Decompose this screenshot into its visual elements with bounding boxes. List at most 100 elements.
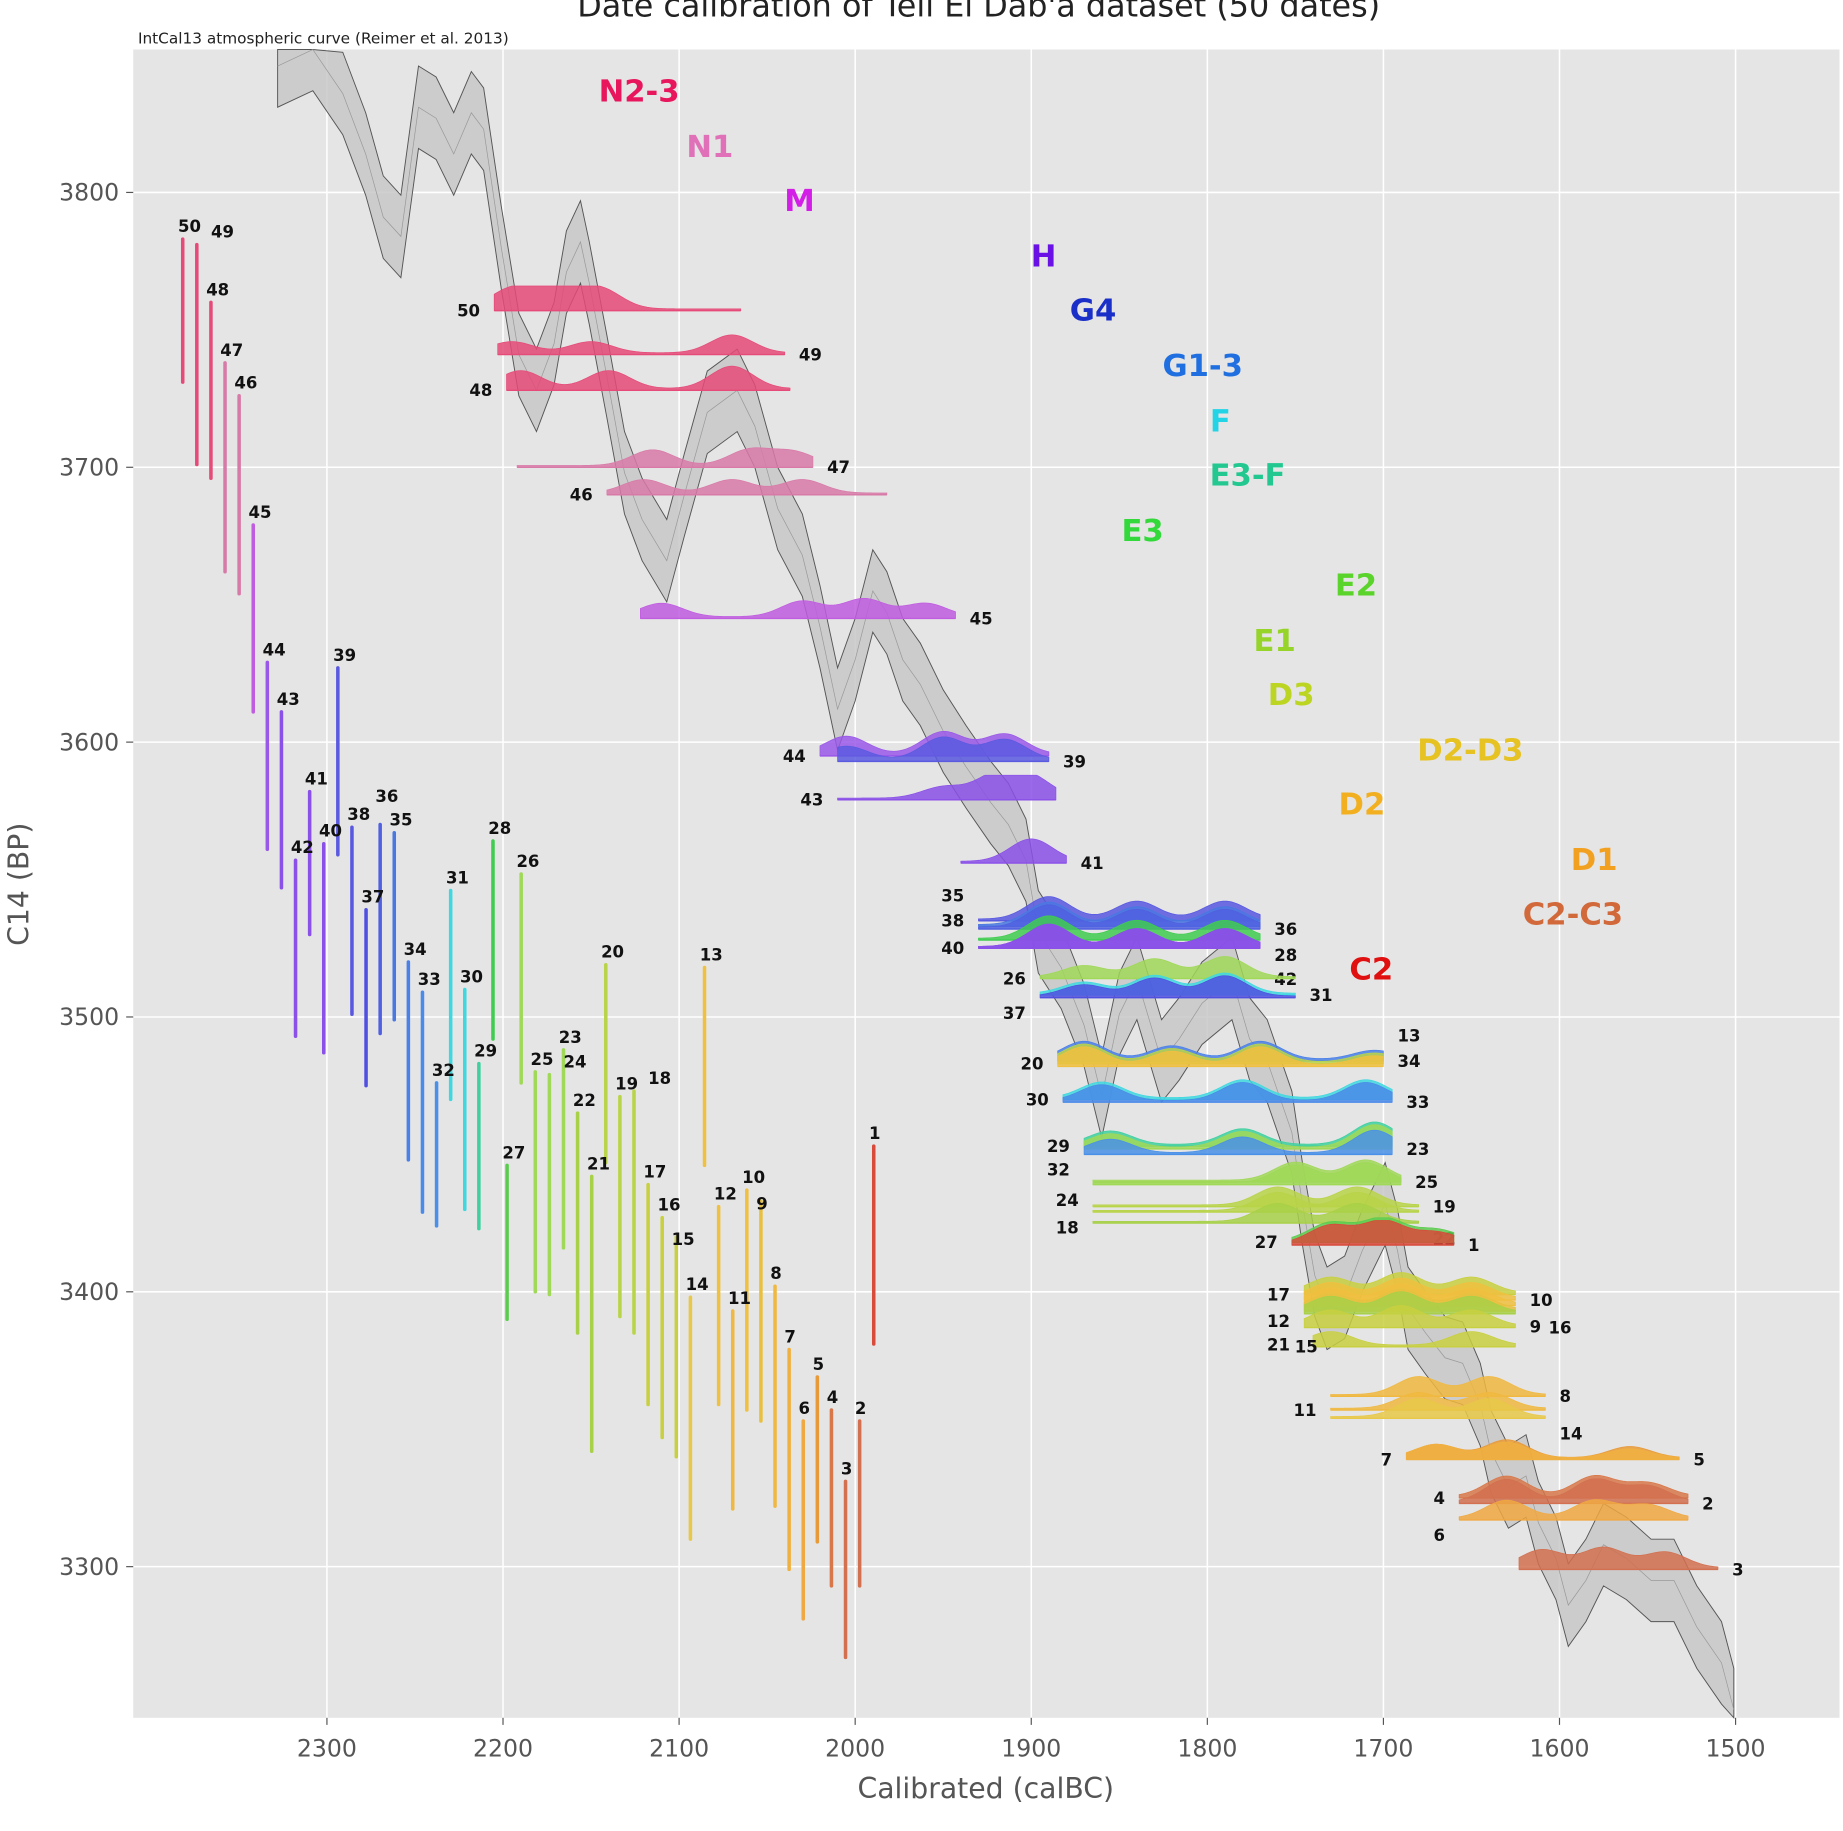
bp-bar-label-47: 47 <box>220 341 243 360</box>
ridge-1 <box>1291 1220 1455 1246</box>
ridge-label-5: 5 <box>1693 1450 1704 1469</box>
ridge-label-11: 11 <box>1293 1401 1316 1420</box>
bp-bar-label-30: 30 <box>460 967 483 986</box>
ridge-label-15: 15 <box>1295 1338 1318 1357</box>
ridge-label-31: 31 <box>1310 986 1333 1005</box>
ridge-label-4: 4 <box>1433 1489 1444 1508</box>
bp-bar-label-34: 34 <box>404 940 427 959</box>
ridge-label-40: 40 <box>941 939 964 958</box>
phase-label-e1: E1 <box>1254 624 1296 659</box>
ridge-label-19: 19 <box>1433 1198 1456 1217</box>
bp-bar-label-6: 6 <box>799 1399 810 1418</box>
ridge-26 <box>1039 956 1296 979</box>
x-tick-label: 2200 <box>473 1735 533 1763</box>
ridge-label-12: 12 <box>1267 1312 1290 1331</box>
ridge-label-38: 38 <box>941 912 964 931</box>
bp-bar-label-44: 44 <box>263 640 286 659</box>
phase-label-e2: E2 <box>1335 568 1377 603</box>
ridge-18 <box>1092 1192 1419 1213</box>
bp-bar-label-15: 15 <box>672 1230 695 1249</box>
bp-bar-label-5: 5 <box>813 1355 824 1374</box>
x-tick-label: 1700 <box>1353 1735 1413 1763</box>
bp-bar-label-39: 39 <box>333 646 356 665</box>
y-tick-label: 3400 <box>59 1278 119 1306</box>
ridge-label-44: 44 <box>783 747 806 766</box>
x-axis-label: Calibrated (calBC) <box>857 1772 1114 1805</box>
phase-label-g4: G4 <box>1070 294 1116 329</box>
ridge-label-26: 26 <box>1003 969 1026 988</box>
ridge-label-8: 8 <box>1560 1387 1571 1406</box>
bp-bar-label-26: 26 <box>516 852 539 871</box>
ridge-label-23: 23 <box>1406 1140 1429 1159</box>
ridge-label-18: 18 <box>1056 1218 1079 1237</box>
axis-ticks: 2300 2200 2100 2000 1900 1800 1700 1600 1500 3300… <box>59 179 1766 1763</box>
bp-bar-label-25: 25 <box>531 1050 554 1069</box>
y-tick-label: 3600 <box>59 728 119 756</box>
x-tick-label: 2000 <box>825 1735 885 1763</box>
ridge-45 <box>640 597 956 619</box>
bp-bar-label-9: 9 <box>756 1194 767 1213</box>
ridge-23 <box>1083 1124 1393 1150</box>
ridge-label-20: 20 <box>1021 1055 1044 1074</box>
bp-bar-label-2: 2 <box>855 1399 866 1418</box>
bp-bar-label-37: 37 <box>361 888 384 907</box>
bp-bar-label-8: 8 <box>770 1264 781 1283</box>
ridge-label-17: 17 <box>1267 1285 1290 1304</box>
ridge-label-33: 33 <box>1406 1093 1429 1112</box>
bp-bar-label-10: 10 <box>742 1168 765 1187</box>
ridge-48 <box>506 365 791 391</box>
bp-bar-label-27: 27 <box>502 1143 525 1162</box>
y-tick-label: 3500 <box>59 1003 119 1031</box>
x-tick-label: 1800 <box>1177 1735 1237 1763</box>
ridge-43 <box>837 774 1057 801</box>
bp-bar-label-32: 32 <box>432 1061 455 1080</box>
ridge-2 <box>1458 1478 1689 1504</box>
ridge-label-16: 16 <box>1548 1318 1571 1337</box>
bp-bar-label-7: 7 <box>784 1327 795 1346</box>
bp-bar-label-13: 13 <box>700 945 723 964</box>
bp-bar-label-16: 16 <box>657 1196 680 1215</box>
phase-label-d2-d3: D2-D3 <box>1417 733 1523 768</box>
ridge-label-41: 41 <box>1081 854 1104 873</box>
ridge-label-49: 49 <box>799 345 822 364</box>
ridge-37 <box>1039 975 1296 999</box>
x-tick-label: 2100 <box>649 1735 709 1763</box>
ridge-42 <box>978 923 1261 949</box>
ridge-label-48: 48 <box>469 381 492 400</box>
y-tick-label: 3700 <box>59 454 119 482</box>
ridge-14 <box>1330 1398 1546 1419</box>
bp-bar-label-28: 28 <box>488 819 511 838</box>
ridge-41 <box>960 838 1067 864</box>
ridge-label-46: 46 <box>570 486 593 505</box>
ridge-label-25: 25 <box>1415 1173 1438 1192</box>
ridge-label-43: 43 <box>800 791 823 810</box>
bp-bar-label-40: 40 <box>319 822 342 841</box>
y-axis-label: C14 (BP) <box>2 823 35 946</box>
bp-bar-label-36: 36 <box>375 787 398 806</box>
ridge-22 <box>1092 1203 1419 1224</box>
ridge-21 <box>1303 1291 1516 1315</box>
bp-bar-label-42: 42 <box>291 838 314 857</box>
bp-bar-label-35: 35 <box>390 811 413 830</box>
bp-bar-label-33: 33 <box>418 970 441 989</box>
x-tick-label: 2300 <box>297 1735 357 1763</box>
bp-bar-label-46: 46 <box>234 374 257 393</box>
bp-bar-label-50: 50 <box>178 217 201 236</box>
phase-label-g1-3: G1-3 <box>1162 349 1243 384</box>
ridge-label-29: 29 <box>1047 1137 1070 1156</box>
ridge-39 <box>837 736 1050 762</box>
ridge-label-13: 13 <box>1398 1027 1421 1046</box>
ridge-8 <box>1330 1376 1546 1397</box>
ridge-label-24: 24 <box>1056 1191 1079 1210</box>
ridge-15 <box>1312 1331 1516 1348</box>
phase-label-d2: D2 <box>1339 788 1386 823</box>
phase-label-e3-f: E3-F <box>1210 459 1286 494</box>
phase-label-c2-c3: C2-C3 <box>1523 897 1623 932</box>
bp-bar-label-3: 3 <box>841 1459 852 1478</box>
ridge-label-27: 27 <box>1255 1233 1278 1252</box>
ridge-label-1: 1 <box>1468 1236 1479 1255</box>
ridge-label-6: 6 <box>1433 1526 1444 1545</box>
ridge-label-7: 7 <box>1381 1450 1392 1469</box>
